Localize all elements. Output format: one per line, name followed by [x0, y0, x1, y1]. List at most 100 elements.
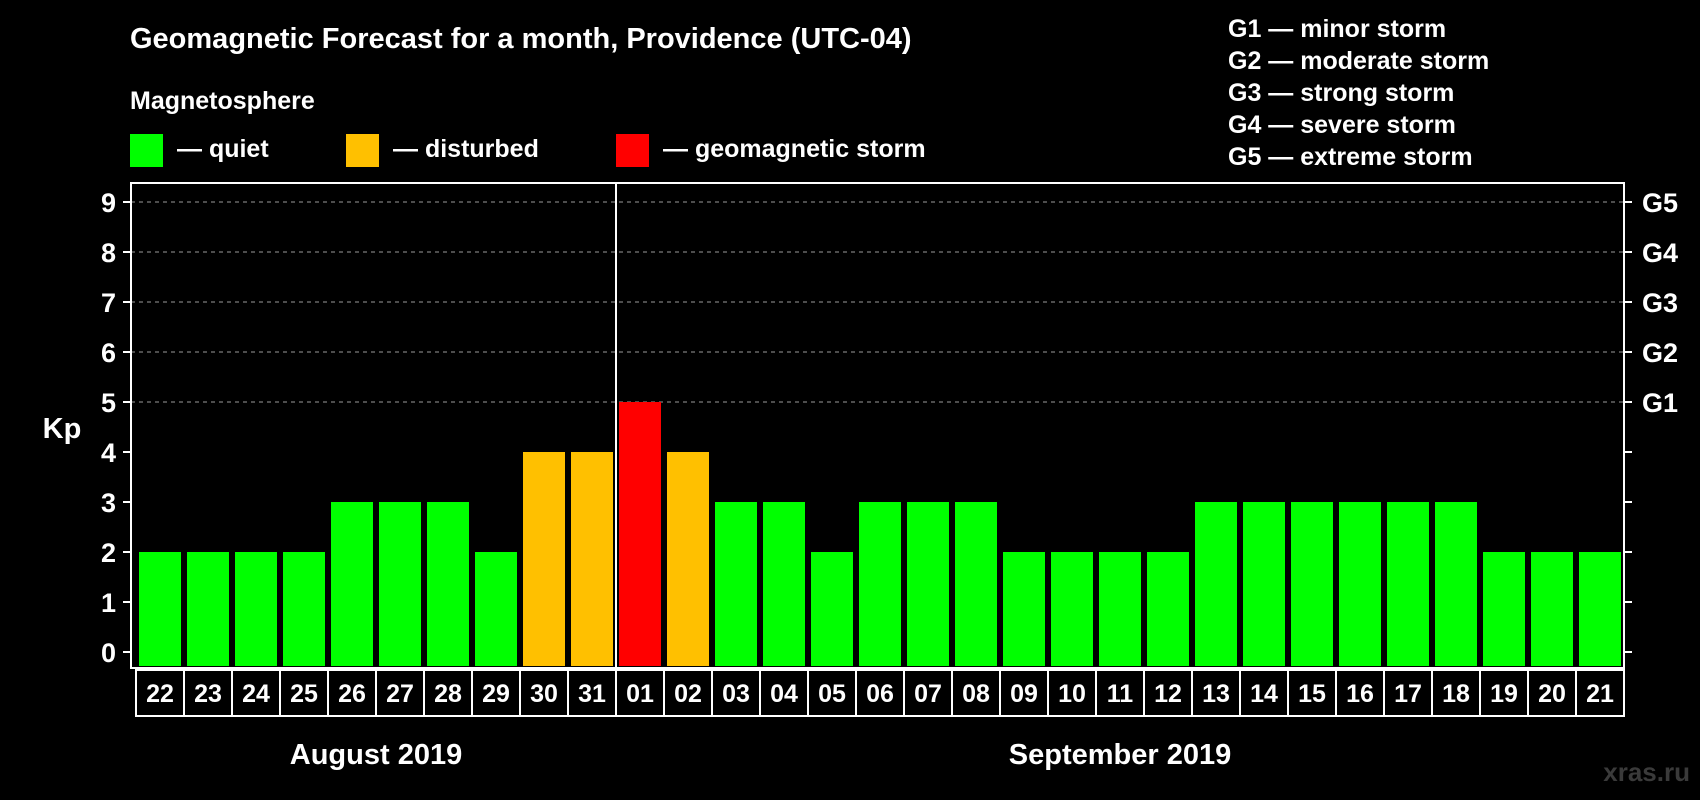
date-label-05: 05: [818, 680, 846, 708]
bar-13: [1195, 502, 1237, 666]
grid-lines: [131, 201, 1624, 403]
y-tick-label-1: 1: [101, 588, 116, 618]
date-label-21: 21: [1586, 680, 1614, 708]
date-label-24: 24: [242, 680, 270, 708]
date-label-11: 11: [1107, 680, 1134, 708]
bar-21: [1579, 552, 1621, 666]
bar-29: [475, 552, 517, 666]
bar-24: [235, 552, 277, 666]
date-label-13: 13: [1202, 680, 1230, 708]
date-row-frame: [135, 669, 1625, 717]
bar-01: [619, 402, 661, 666]
bar-28: [427, 502, 469, 666]
month-label-september-2019: September 2019: [1009, 739, 1231, 771]
date-label-12: 12: [1154, 680, 1182, 708]
month-label-august-2019: August 2019: [290, 739, 462, 771]
y-tick-label-8: 8: [101, 238, 116, 268]
date-label-10: 10: [1058, 680, 1086, 708]
bar-02: [667, 452, 709, 666]
date-label-06: 06: [866, 680, 894, 708]
y-tick-label-3: 3: [101, 488, 116, 518]
bar-30: [523, 452, 565, 666]
date-label-22: 22: [146, 680, 174, 708]
bar-31: [571, 452, 613, 666]
chart-title: Geomagnetic Forecast for a month, Provid…: [130, 23, 912, 55]
bar-07: [907, 502, 949, 666]
date-label-29: 29: [482, 680, 510, 708]
y-tick-label-0: 0: [101, 638, 116, 668]
bar-15: [1291, 502, 1333, 666]
bar-06: [859, 502, 901, 666]
color-legend: — quiet — disturbed — geomagnetic storm: [130, 134, 926, 167]
g-legend-item-g1: G1 — minor storm: [1228, 15, 1446, 43]
date-label-18: 18: [1442, 680, 1470, 708]
date-label-31: 31: [578, 680, 606, 708]
legend-label-storm: — geomagnetic storm: [663, 135, 926, 163]
date-label-04: 04: [770, 680, 798, 708]
right-axis-label-g3: G3: [1642, 288, 1678, 318]
right-axis-label-g1: G1: [1642, 388, 1678, 418]
date-label-14: 14: [1250, 680, 1278, 708]
date-label-30: 30: [530, 680, 558, 708]
date-label-07: 07: [914, 680, 942, 708]
right-axis-label-g2: G2: [1642, 338, 1678, 368]
g-scale-legend: G1 — minor storm G2 — moderate storm G3 …: [1228, 15, 1489, 171]
date-label-19: 19: [1490, 680, 1518, 708]
date-label-26: 26: [338, 680, 366, 708]
date-label-03: 03: [722, 680, 750, 708]
right-axis-label-g5: G5: [1642, 188, 1678, 218]
date-label-23: 23: [194, 680, 222, 708]
bar-09: [1003, 552, 1045, 666]
y-tick-label-9: 9: [101, 188, 116, 218]
date-label-02: 02: [674, 680, 702, 708]
right-axis-ticks: G1 G2 G3 G4 G5: [1624, 188, 1678, 653]
bar-11: [1099, 552, 1141, 666]
bar-27: [379, 502, 421, 666]
bar-25: [283, 552, 325, 666]
date-label-20: 20: [1538, 680, 1566, 708]
date-label-09: 09: [1010, 680, 1038, 708]
y-axis-label: Kp: [43, 413, 82, 445]
bar-22: [139, 552, 181, 666]
chart-subtitle: Magnetosphere: [130, 87, 315, 115]
y-tick-label-6: 6: [101, 338, 116, 368]
legend-label-disturbed: — disturbed: [393, 135, 539, 163]
bar-04: [763, 502, 805, 666]
date-label-16: 16: [1346, 680, 1374, 708]
legend-swatch-quiet: [130, 134, 163, 167]
bar-03: [715, 502, 757, 666]
bar-26: [331, 502, 373, 666]
bar-08: [955, 502, 997, 666]
y-tick-label-4: 4: [101, 438, 116, 468]
y-tick-label-5: 5: [101, 388, 116, 418]
bar-05: [811, 552, 853, 666]
g-legend-item-g3: G3 — strong storm: [1228, 79, 1454, 107]
date-label-28: 28: [434, 680, 462, 708]
legend-swatch-disturbed: [346, 134, 379, 167]
bar-10: [1051, 552, 1093, 666]
y-tick-label-2: 2: [101, 538, 116, 568]
legend-swatch-storm: [616, 134, 649, 167]
date-label-15: 15: [1298, 680, 1326, 708]
bar-16: [1339, 502, 1381, 666]
bar-17: [1387, 502, 1429, 666]
bar-19: [1483, 552, 1525, 666]
y-axis-ticks: 0 1 2 3 4 5 6 7 8 9: [101, 188, 131, 668]
g-legend-item-g2: G2 — moderate storm: [1228, 47, 1489, 75]
site-watermark: xras.ru: [1603, 757, 1690, 787]
date-label-25: 25: [290, 680, 318, 708]
right-axis-label-g4: G4: [1642, 238, 1678, 268]
bar-20: [1531, 552, 1573, 666]
g-legend-item-g5: G5 — extreme storm: [1228, 143, 1473, 171]
y-tick-label-7: 7: [101, 288, 116, 318]
date-label-17: 17: [1394, 680, 1422, 708]
bar-14: [1243, 502, 1285, 666]
date-label-27: 27: [386, 680, 414, 708]
month-labels: August 2019 September 2019: [290, 739, 1231, 771]
legend-label-quiet: — quiet: [177, 135, 269, 163]
bar-12: [1147, 552, 1189, 666]
bar-18: [1435, 502, 1477, 666]
plot-frame: [130, 182, 1625, 669]
bar-23: [187, 552, 229, 666]
